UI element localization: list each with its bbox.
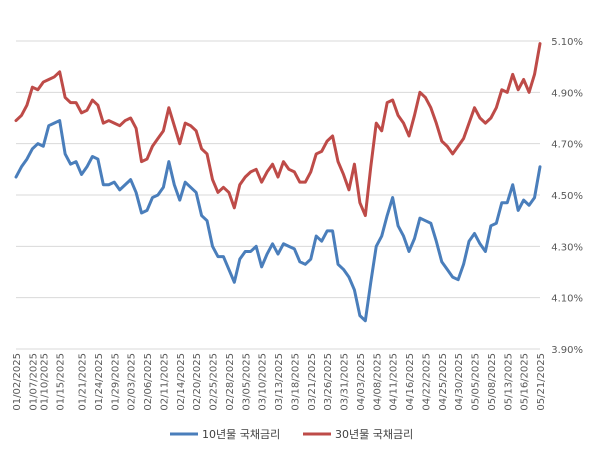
x-tick-label: 04/11/2025 [389, 353, 400, 411]
legend-label: 30년물 국채금리 [335, 428, 413, 441]
x-axis-tick-labels: 01/02/2025 01/07/2025 01/10/2025 01/15/2025… [12, 353, 547, 411]
legend-item: 30년물 국채금리 [303, 428, 413, 441]
x-tick-label: 01/15/2025 [56, 353, 67, 411]
x-tick-label: 01/29/2025 [110, 353, 121, 411]
legend: 10년물 국채금리 30년물 국채금리 [170, 428, 413, 441]
x-tick-label: 01/10/2025 [39, 353, 50, 411]
x-tick-label: 05/05/2025 [471, 353, 482, 411]
y-tick-label: 4.90% [551, 88, 583, 99]
x-tick-label: 03/05/2025 [241, 353, 252, 411]
x-tick-label: 05/16/2025 [520, 353, 531, 411]
x-tick-label: 04/03/2025 [356, 353, 367, 411]
x-tick-label: 01/24/2025 [94, 353, 105, 411]
x-tick-label: 04/08/2025 [372, 353, 383, 411]
x-tick-label: 01/07/2025 [28, 353, 39, 411]
x-tick-label: 03/31/2025 [340, 353, 351, 411]
y-tick-label: 3.90% [551, 345, 583, 356]
series-lines [14, 42, 542, 323]
x-tick-label: 05/13/2025 [503, 353, 514, 411]
x-tick-label: 04/22/2025 [421, 353, 432, 411]
y-tick-label: 5.10% [551, 37, 583, 48]
x-tick-label: 02/11/2025 [159, 353, 170, 411]
x-tick-label: 02/25/2025 [209, 353, 220, 411]
series-line-10y [14, 119, 542, 323]
y-tick-label: 4.10% [551, 294, 583, 305]
x-tick-label: 03/13/2025 [274, 353, 285, 411]
y-tick-label: 4.70% [551, 140, 583, 151]
series-line-30y [14, 42, 542, 218]
x-tick-label: 02/20/2025 [192, 353, 203, 411]
x-tick-label: 02/06/2025 [143, 353, 154, 411]
x-tick-label: 04/16/2025 [405, 353, 416, 411]
x-tick-label: 02/14/2025 [176, 353, 187, 411]
y-tick-label: 4.50% [551, 191, 583, 202]
x-tick-label: 01/02/2025 [12, 353, 23, 411]
y-tick-label: 4.30% [551, 242, 583, 253]
x-tick-label: 03/26/2025 [323, 353, 334, 411]
x-tick-label: 03/10/2025 [258, 353, 269, 411]
x-tick-label: 03/18/2025 [290, 353, 301, 411]
gridlines [16, 40, 540, 350]
legend-label: 10년물 국채금리 [202, 428, 280, 441]
x-tick-label: 04/30/2025 [454, 353, 465, 411]
x-tick-label: 02/03/2025 [127, 353, 138, 411]
legend-item: 10년물 국채금리 [170, 428, 280, 441]
y-axis-tick-labels: 3.90% 4.10% 4.30% 4.50% 4.70% 4.90% 5.10% [551, 37, 583, 356]
x-tick-label: 04/25/2025 [438, 353, 449, 411]
x-tick-label: 05/21/2025 [536, 353, 547, 411]
x-tick-label: 02/28/2025 [225, 353, 236, 411]
x-tick-label: 03/21/2025 [307, 353, 318, 411]
x-tick-label: 01/21/2025 [78, 353, 89, 411]
x-tick-label: 05/08/2025 [487, 353, 498, 411]
